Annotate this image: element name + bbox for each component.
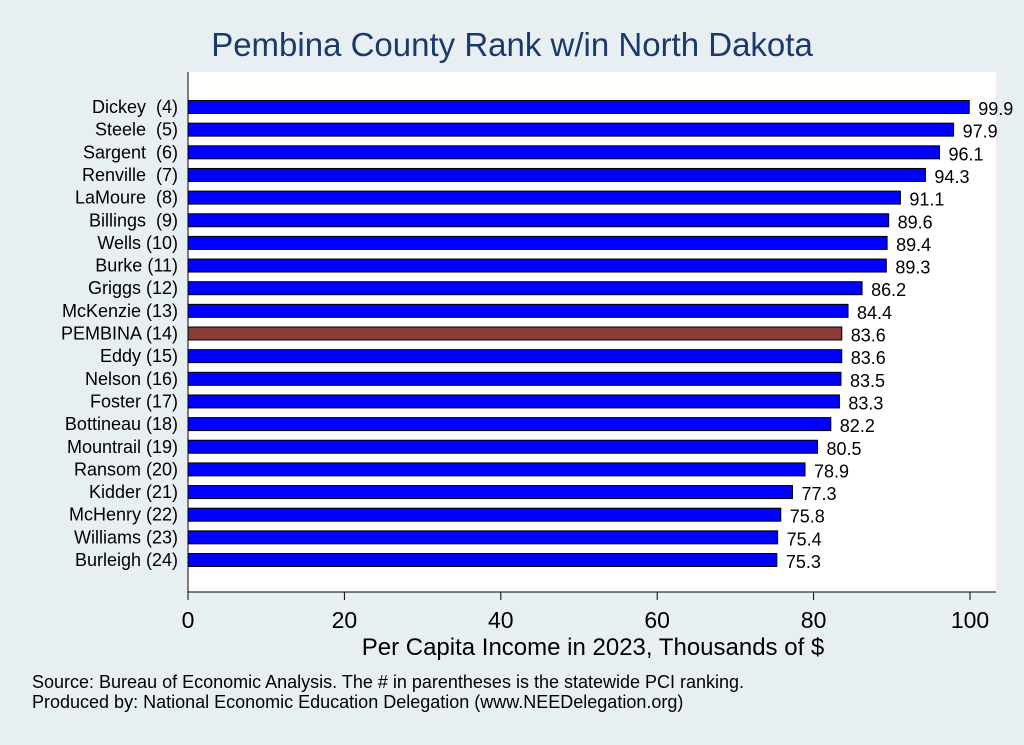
source-note: Source: Bureau of Economic Analysis. The… (32, 672, 745, 692)
category-label: Mountrail (19) (67, 437, 178, 457)
category-label: Ransom (20) (74, 459, 178, 479)
value-label: 97.9 (963, 122, 998, 142)
category-label: McKenzie (13) (62, 301, 178, 321)
category-label: Wells (10) (97, 233, 178, 253)
category-label: Billings (9) (89, 210, 178, 230)
x-tick-label: 0 (182, 607, 195, 633)
x-tick-label: 20 (332, 607, 358, 633)
x-tick-label: 80 (801, 607, 827, 633)
bar (187, 213, 890, 228)
value-label: 84.4 (857, 303, 892, 323)
bar (187, 145, 940, 160)
bar (187, 167, 926, 182)
value-label: 75.3 (786, 552, 821, 572)
x-tick-label: 60 (644, 607, 670, 633)
value-label: 83.5 (850, 371, 885, 391)
value-label: 99.9 (978, 99, 1013, 119)
bar (187, 553, 778, 567)
category-label: Steele (5) (95, 120, 178, 140)
value-label: 75.8 (790, 507, 825, 527)
bar (187, 303, 849, 318)
value-label: 89.4 (896, 235, 931, 255)
category-label: Burke (11) (95, 256, 178, 276)
category-label: Griggs (12) (88, 278, 178, 298)
value-label: 83.3 (848, 393, 883, 413)
value-label: 89.3 (895, 258, 930, 278)
bar (187, 100, 970, 114)
bar (187, 190, 901, 205)
value-label: 89.6 (898, 212, 933, 232)
producer-note: Produced by: National Economic Education… (32, 692, 684, 712)
bar (187, 439, 819, 454)
bar-highlight (187, 326, 843, 341)
value-label: 77.3 (801, 484, 836, 504)
category-label: Foster (17) (90, 391, 178, 411)
bar (187, 462, 806, 477)
category-label: Burleigh (24) (75, 550, 178, 570)
bar (187, 507, 782, 522)
value-label: 83.6 (851, 348, 886, 368)
bar (187, 485, 793, 500)
category-label: Dickey (4) (92, 97, 178, 117)
value-label: 83.6 (851, 326, 886, 346)
value-label: 86.2 (871, 280, 906, 300)
category-label: Bottineau (18) (65, 414, 178, 434)
bar (187, 371, 842, 386)
category-label: Williams (23) (74, 527, 178, 547)
value-label: 80.5 (827, 439, 862, 459)
value-label: 82.2 (840, 416, 875, 436)
bar (187, 281, 863, 296)
bar (187, 235, 888, 250)
value-label: 91.1 (909, 190, 944, 210)
chart-title: Pembina County Rank w/in North Dakota (211, 26, 813, 63)
value-label: 94.3 (934, 167, 969, 187)
bar (187, 530, 779, 545)
x-axis-title: Per Capita Income in 2023, Thousands of … (362, 634, 825, 661)
category-label: Renville (7) (82, 165, 178, 185)
category-label: LaMoure (8) (75, 188, 178, 208)
category-label: Eddy (15) (100, 346, 178, 366)
x-tick-label: 40 (488, 607, 514, 633)
category-label: McHenry (22) (69, 505, 178, 525)
x-tick-label: 100 (951, 607, 989, 633)
category-label: Nelson (16) (85, 369, 178, 389)
bar (187, 349, 843, 364)
category-label: Sargent (6) (83, 142, 178, 162)
bar (187, 394, 840, 409)
value-label: 78.9 (814, 461, 849, 481)
value-label: 96.1 (949, 144, 984, 164)
bar (187, 417, 832, 432)
value-label: 75.4 (787, 529, 822, 549)
category-label: Kidder (21) (89, 482, 178, 502)
bar (187, 122, 955, 137)
category-label: PEMBINA (14) (61, 324, 178, 344)
bar (187, 258, 887, 273)
